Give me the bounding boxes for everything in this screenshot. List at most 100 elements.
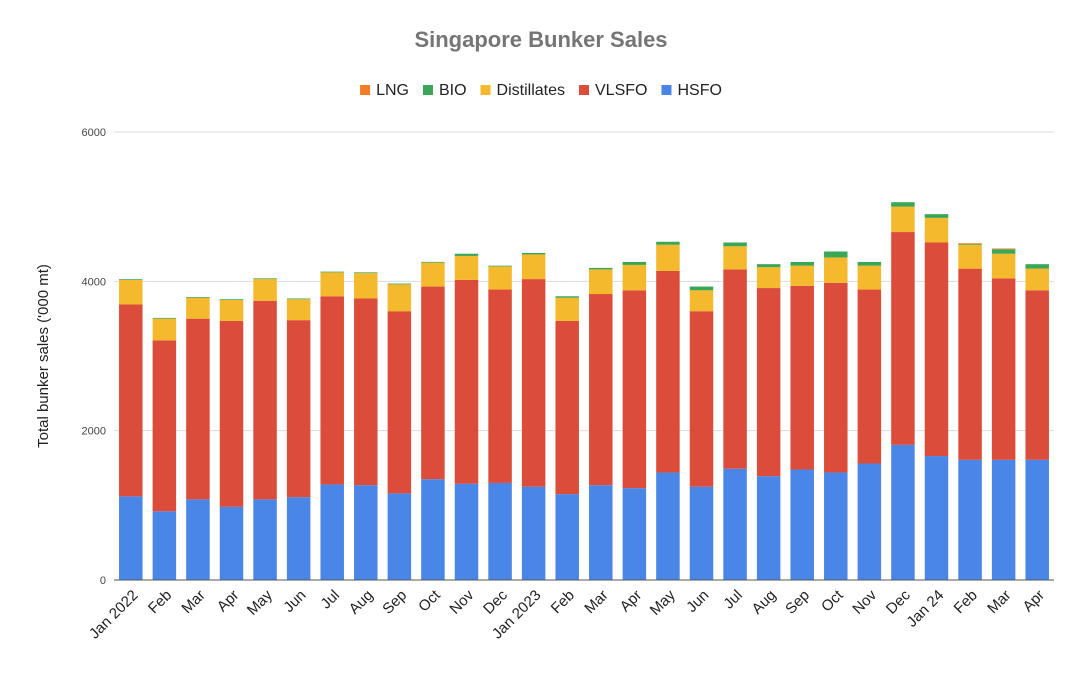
bar-segment-hsfo [756,476,781,580]
bar-segment-bio [555,296,579,298]
legend: LNG BIO Distillates VLSFO HSFO [360,82,722,99]
x-tick-label: Aug [749,587,780,618]
bar-segment-vlsfo [186,318,210,500]
bar-segment-hsfo [253,499,277,580]
bar-segment-distillates [387,284,412,312]
x-tick-label: Jun [683,587,712,616]
bar-stack [1025,264,1049,580]
bar-segment-bio [656,241,680,245]
x-tick-label: Apr [1020,587,1049,616]
bar-stack [421,261,445,580]
bar-segment-bio [219,299,244,300]
bar-stack [723,242,747,580]
bar-segment-bio [521,252,546,255]
legend-label: HSFO [677,82,721,99]
bar-segment-bio [958,244,982,245]
bar-segment-distillates [555,297,579,321]
bar-segment-distillates [488,266,512,290]
bar-stack [521,252,546,580]
bar-segment-distillates [286,299,311,321]
bar-stack [354,272,378,580]
bar-segment-vlsfo [1025,290,1049,460]
x-tick-label: Feb [951,587,981,617]
bar-segment-distillates [219,300,244,321]
bar-segment-distillates [589,269,613,295]
bar-stack [924,214,949,580]
bar-segment-distillates [622,264,647,291]
bar-segment-bio [320,271,344,273]
x-tick-label: Mar [178,587,208,617]
x-tick-label: Apr [617,587,646,616]
x-tick-label: Aug [346,587,377,618]
bar-segment-distillates [958,244,982,269]
bar-segment-hsfo [958,459,982,580]
x-tick-label: Jan 24 [903,587,947,631]
bar-stack [824,251,848,580]
bar-segment-vlsfo [756,288,781,477]
bar-segment-distillates [421,262,445,287]
x-tick-label: Mar [581,587,611,617]
bar-segment-distillates [454,255,479,280]
bar-segment-bio [589,267,613,270]
bar-segment-bio [689,286,714,291]
bar-segment-vlsfo [286,320,311,498]
bar-stack [119,279,143,580]
bar-stack [454,253,479,580]
x-tick-label: Oct [818,586,847,615]
bar-segment-bio [1025,264,1049,269]
bar-stack [152,317,177,580]
bar-segment-hsfo [857,463,882,580]
bar-segment-hsfo [824,472,848,580]
bar-segment-bio [354,272,378,274]
x-tick-label: Jan 2022 [86,587,142,643]
bar-segment-vlsfo [219,320,244,507]
y-axis: 0 2000 4000 6000 [82,127,106,587]
bar-segment-vlsfo [320,296,344,485]
x-tick-label: Jul [720,587,746,613]
legend-label: BIO [439,82,467,99]
bar-segment-hsfo [186,499,210,580]
legend-swatch [480,85,491,95]
bar-stack [756,264,781,580]
bar-segment-bio [286,298,311,300]
x-tick-label: May [647,586,679,618]
bar-segment-hsfo [1025,459,1049,580]
x-tick-label: Jun [280,587,309,616]
x-tick-label: Feb [548,587,578,617]
bar-segment-distillates [186,297,210,319]
bar-segment-vlsfo [790,285,814,470]
y-tick-label: 0 [100,575,106,587]
bar-segment-distillates [656,244,680,271]
bar-segment-bio [186,297,210,298]
bar-segment-vlsfo [824,282,848,473]
legend-item-hsfo: HSFO [661,82,722,99]
bar-segment-hsfo [656,472,680,580]
x-tick-label: Feb [145,587,175,617]
legend-item-distillates: Distillates [480,82,565,99]
bar-segment-hsfo [320,484,344,580]
bar-segment-bio [824,251,848,258]
bar-segment-hsfo [488,482,512,580]
bar-segment-vlsfo [857,289,882,464]
bar-stack [656,241,680,580]
bar-segment-hsfo [891,444,915,580]
bar-segment-vlsfo [488,289,512,483]
bar-stack [689,286,714,580]
bar-segment-vlsfo [958,268,982,460]
bar-segment-lng [958,243,982,244]
bar-segment-hsfo [689,486,714,580]
legend-swatch [661,85,672,95]
bar-segment-vlsfo [421,286,445,480]
bar-segment-bio [857,261,882,266]
bar-segment-vlsfo [589,294,613,486]
bar-segment-distillates [824,257,848,283]
bar-segment-lng [991,248,1016,250]
bar-segment-hsfo [354,485,378,580]
bar-stack [589,267,613,580]
bar-stack [555,296,579,580]
bar-segment-bio [991,249,1016,254]
bar-segment-bio [723,242,747,247]
bar-stack [958,243,982,580]
